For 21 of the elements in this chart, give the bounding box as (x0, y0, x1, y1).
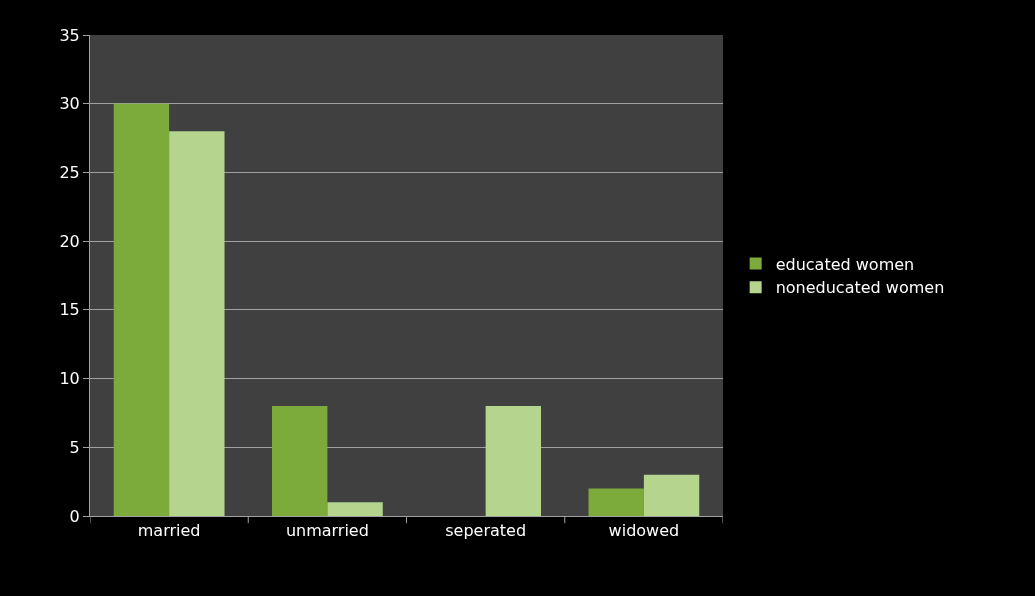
y-tick-label: 35 (59, 25, 80, 45)
legend-label: noneducated women (775, 278, 945, 298)
bar (113, 103, 170, 516)
x-tick-label: married (137, 521, 201, 541)
y-tick-label: 15 (59, 300, 80, 320)
y-tick-label: 25 (59, 163, 80, 183)
y-tick-label: 0 (69, 506, 80, 526)
legend-label: educated women (775, 254, 915, 274)
bar (485, 406, 542, 516)
bar (271, 406, 328, 516)
bar (643, 474, 700, 516)
x-tick-label: unmarried (285, 521, 369, 541)
y-tick-label: 30 (59, 94, 80, 114)
y-tick-label: 20 (59, 231, 80, 251)
x-tick-label: widowed (608, 521, 680, 541)
bar (169, 131, 225, 516)
y-tick-label: 10 (59, 369, 80, 389)
x-tick-label: seperated (445, 521, 527, 541)
y-tick-label: 5 (69, 437, 80, 457)
bar (588, 488, 644, 516)
bar (327, 502, 383, 516)
